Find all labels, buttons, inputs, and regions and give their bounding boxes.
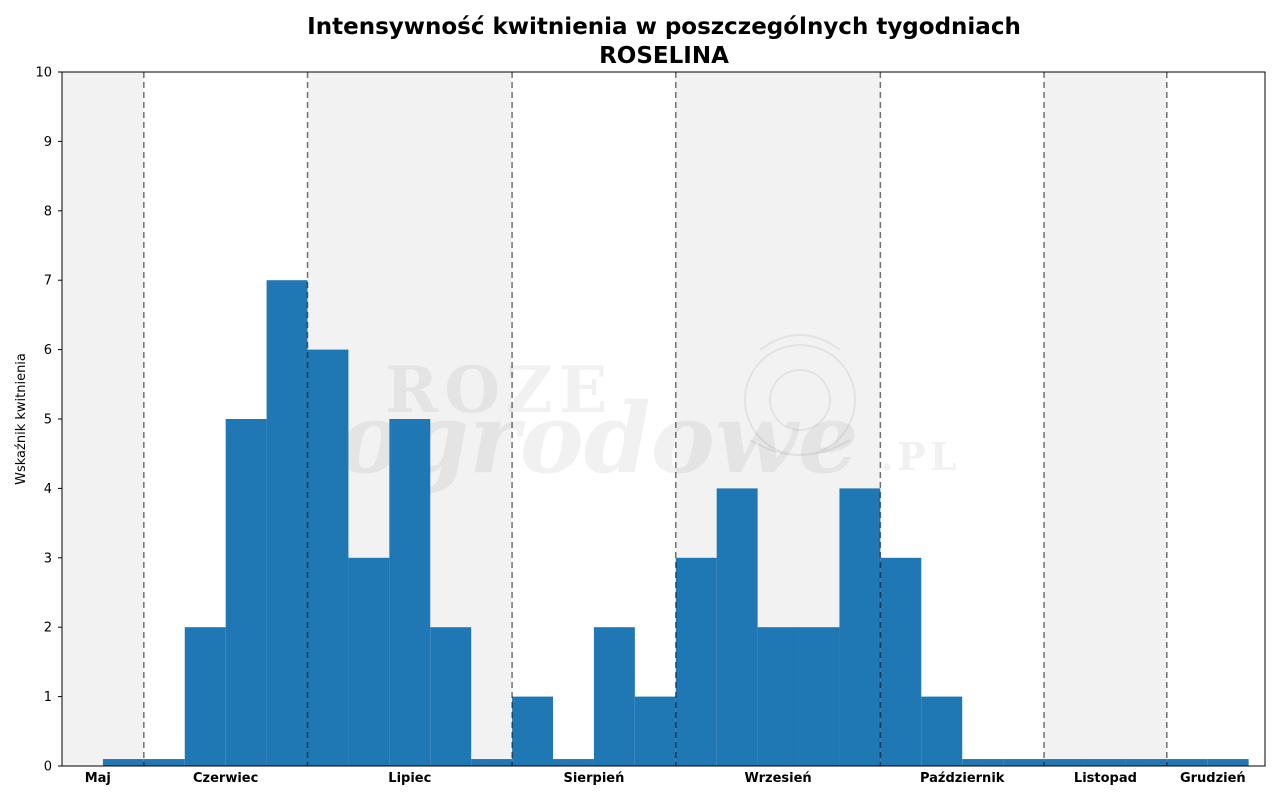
y-axis-ticks: 0 1 2 3 4 5 6 7 8 9 10 — [35, 66, 62, 775]
y-tick-label-4: 4 — [44, 482, 52, 497]
bar-week-27 — [1125, 759, 1167, 766]
month-labels: Maj Czerwiec Lipiec Sierpień Wrzesień Paździe… — [85, 771, 1246, 786]
watermark-line3: .PL — [880, 434, 961, 479]
bar-week-12 — [512, 696, 554, 766]
chart-title: Intensywność kwitnienia w poszczególnych… — [307, 14, 1021, 40]
bar-week-7 — [307, 349, 349, 766]
bar-week-5 — [225, 419, 267, 766]
month-label-7: Grudzień — [1180, 771, 1246, 786]
bar-week-6 — [266, 280, 308, 766]
watermark-line1: ROZE — [385, 353, 613, 428]
bar-week-3 — [143, 759, 185, 766]
month-dividers — [143, 72, 1168, 766]
bar-week-24 — [1003, 759, 1045, 766]
y-tick-label-8: 8 — [44, 204, 52, 219]
month-label-0: Maj — [85, 771, 111, 786]
bar-week-29 — [1207, 759, 1249, 766]
y-tick-label-5: 5 — [44, 413, 52, 428]
bar-week-10 — [430, 627, 472, 766]
y-tick-label-7: 7 — [44, 274, 52, 289]
month-label-6: Listopad — [1074, 771, 1137, 786]
y-tick-label-6: 6 — [44, 343, 52, 358]
bar-week-13 — [553, 759, 594, 766]
bar-week-2 — [102, 759, 144, 766]
y-tick-label-9: 9 — [44, 135, 52, 150]
bar-week-16 — [675, 557, 717, 766]
bar-week-21 — [880, 557, 922, 766]
bar-week-9 — [389, 419, 431, 766]
bar-week-28 — [1166, 759, 1208, 766]
month-label-5: Październik — [920, 771, 1005, 786]
y-tick-label-1: 1 — [44, 690, 52, 705]
bar-week-15 — [634, 696, 676, 766]
y-axis-label: Wskaźnik kwitnienia — [14, 353, 29, 485]
chart-subtitle: ROSELINA — [599, 43, 729, 69]
bar-week-11 — [471, 759, 513, 766]
watermark-flower-icon — [744, 334, 856, 456]
bar-week-14 — [593, 627, 635, 766]
month-label-1: Czerwiec — [193, 771, 258, 786]
bar-week-8 — [348, 557, 390, 766]
month-label-2: Lipiec — [388, 771, 431, 786]
month-shade-6 — [1044, 72, 1167, 766]
y-tick-label-2: 2 — [44, 621, 52, 636]
bar-week-19 — [798, 627, 840, 766]
bar-week-17 — [716, 488, 758, 766]
bar-week-23 — [962, 759, 1004, 766]
bar-week-20 — [839, 488, 881, 766]
month-shade-0 — [62, 72, 144, 766]
bar-week-4 — [184, 627, 226, 766]
plot-frame — [61, 71, 1266, 767]
bar-week-26 — [1084, 759, 1126, 766]
bars — [102, 280, 1249, 766]
month-label-4: Wrzesień — [744, 771, 811, 786]
bar-week-18 — [757, 627, 799, 766]
bar-week-25 — [1044, 759, 1085, 766]
y-tick-label-3: 3 — [44, 551, 52, 566]
y-tick-label-10: 10 — [35, 66, 52, 81]
y-tick-label-0: 0 — [44, 760, 52, 775]
month-label-3: Sierpień — [563, 771, 624, 786]
bar-week-22 — [921, 696, 963, 766]
